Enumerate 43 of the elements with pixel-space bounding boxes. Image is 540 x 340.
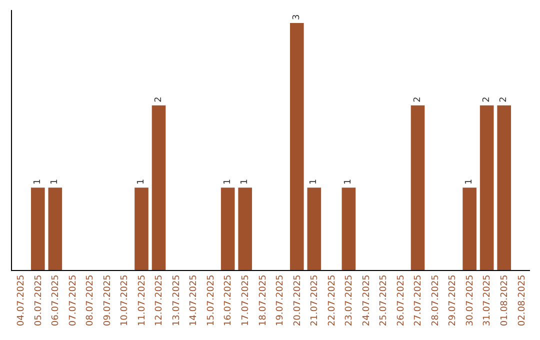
x-tick-label: 05.07.2025 xyxy=(34,274,44,326)
x-tick-label: 16.07.2025 xyxy=(224,274,234,326)
x-tick-label: 06.07.2025 xyxy=(51,274,62,326)
data-label: 1 xyxy=(309,178,320,185)
x-tick-label: 17.07.2025 xyxy=(241,274,252,326)
data-label: 3 xyxy=(292,14,302,20)
x-tick-label: 29.07.2025 xyxy=(448,274,458,326)
x-tick-label: 27.07.2025 xyxy=(414,274,424,326)
x-tick-label: 08.07.2025 xyxy=(86,274,96,326)
data-label: 1 xyxy=(32,178,43,185)
x-tick-label: 31.07.2025 xyxy=(482,274,493,326)
x-tick-label: 23.07.2025 xyxy=(344,274,355,326)
data-label: 1 xyxy=(344,178,354,185)
x-tick-label: 24.07.2025 xyxy=(362,274,372,326)
x-tick-label: 26.07.2025 xyxy=(396,274,406,326)
x-tick-label: 14.07.2025 xyxy=(189,274,200,326)
x-tick-label: 07.07.2025 xyxy=(68,274,78,326)
data-label: 2 xyxy=(482,96,492,102)
x-tick-label: 21.07.2025 xyxy=(310,274,320,326)
data-label: 1 xyxy=(240,178,250,185)
x-tick-label: 22.07.2025 xyxy=(327,274,338,326)
data-label: 2 xyxy=(499,96,510,102)
x-tick-label: 10.07.2025 xyxy=(120,274,130,326)
x-tick-label: 01.08.2025 xyxy=(500,274,510,326)
x-tick-label: 02.08.2025 xyxy=(517,274,528,326)
data-label: 1 xyxy=(136,178,146,185)
x-tick-label: 12.07.2025 xyxy=(154,274,165,326)
x-tick-label: 09.07.2025 xyxy=(102,274,113,326)
x-tick-label: 11.07.2025 xyxy=(137,274,148,326)
data-label: 1 xyxy=(50,178,60,185)
data-label: 1 xyxy=(464,178,475,185)
x-tick-label: 28.07.2025 xyxy=(430,274,441,326)
data-label: 1 xyxy=(222,178,233,185)
data-label: 2 xyxy=(154,96,164,102)
x-tick-label: 30.07.2025 xyxy=(465,274,476,326)
x-tick-label: 18.07.2025 xyxy=(258,274,268,326)
x-tick-label: 13.07.2025 xyxy=(172,274,182,326)
x-tick-label: 04.07.2025 xyxy=(16,274,27,326)
x-tick-label: 25.07.2025 xyxy=(379,274,390,326)
data-label: 2 xyxy=(412,96,423,102)
x-tick-label: 19.07.2025 xyxy=(276,274,286,326)
x-tick-label: 15.07.2025 xyxy=(206,274,216,326)
x-tick-label: 20.07.2025 xyxy=(292,274,303,326)
